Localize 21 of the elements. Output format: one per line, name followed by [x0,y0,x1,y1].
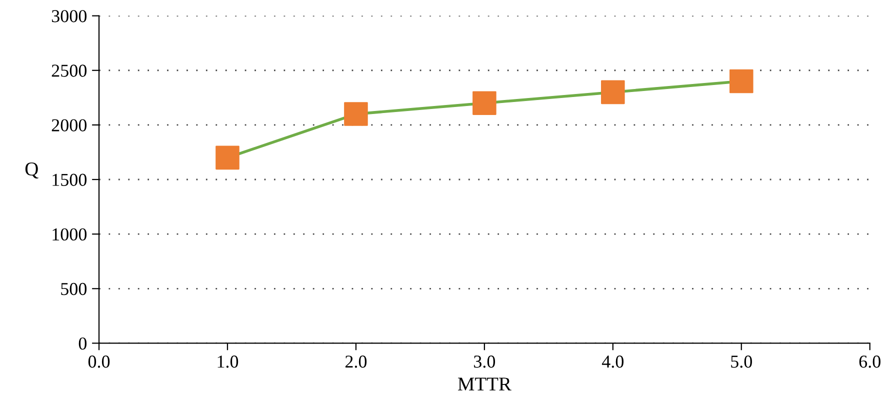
y-tick-label: 1000 [52,228,87,241]
x-tick-label: 0.0 [88,356,110,368]
point [729,69,754,94]
point [601,80,625,104]
y-tick-label: 2500 [52,64,87,77]
x-tick-label: 2.0 [345,356,367,368]
y-tick-label: 0 [78,337,87,350]
x-tick-label: 1.0 [218,356,238,368]
y-tick-label: 2000 [52,119,87,132]
y-tick-label: 1500 [52,174,87,186]
point [344,102,368,126]
x-tick-label: 6.0 [859,356,880,368]
y-tick-label: 500 [61,282,87,296]
x-axis-title: MTTR [458,378,512,390]
y-axis-title: Q [25,162,38,179]
x-tick-label: 5.0 [731,356,752,368]
point [216,146,240,170]
x-tick-label: 3.0 [474,356,496,368]
x-tick-label: 4.0 [602,356,624,368]
y-tick-label: 3000 [52,10,87,22]
point [472,91,496,116]
